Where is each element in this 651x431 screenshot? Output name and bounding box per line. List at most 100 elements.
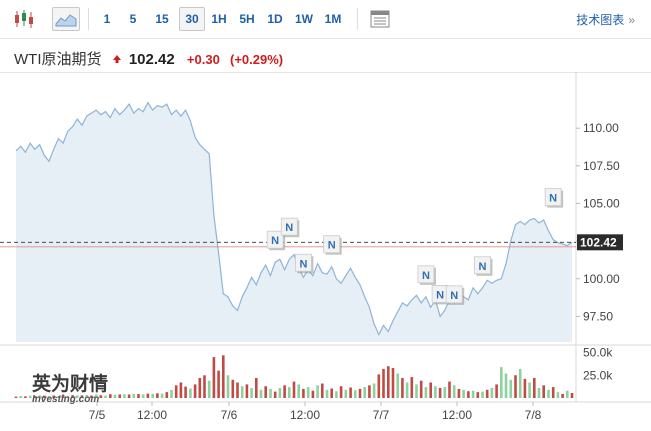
chart-toolbar: 1 5 15 30 1H 5H 1D 1W 1M 技术图表»: [0, 0, 651, 40]
news-marker[interactable]: N: [295, 253, 314, 274]
volume-bar: [127, 394, 131, 398]
news-marker[interactable]: N: [280, 217, 300, 238]
volume-bar: [273, 391, 277, 398]
volume-bar: [259, 389, 263, 398]
news-marker[interactable]: N: [417, 265, 436, 285]
volume-bar: [302, 388, 305, 398]
volume-bar: [250, 388, 253, 398]
volume-bar: [203, 375, 206, 398]
volume-bar: [514, 375, 517, 398]
volume-bar: [47, 396, 51, 398]
volume-bar: [141, 394, 145, 398]
volume-bar: [429, 382, 432, 398]
volume-bar: [118, 394, 121, 398]
volume-bar: [80, 395, 84, 398]
volume-bar: [71, 395, 74, 398]
volume-bar: [358, 388, 362, 398]
period-1m[interactable]: 1M: [324, 12, 342, 26]
period-1[interactable]: 1: [103, 12, 111, 26]
volume-bar: [189, 388, 192, 398]
volume-bar: [43, 395, 46, 398]
x-tick-label: 12:00: [137, 408, 167, 422]
toolbar-divider: [88, 8, 89, 30]
volume-bar: [283, 385, 286, 398]
volume-bar: [410, 377, 414, 398]
volume-bar: [354, 390, 357, 398]
news-marker-label: N: [436, 289, 444, 301]
volume-bar: [401, 378, 404, 398]
volume-bar: [339, 386, 343, 398]
price-area-fill: [16, 102, 572, 342]
volume-bar: [306, 387, 310, 398]
volume-bar: [471, 390, 475, 398]
last-price: 102.42: [128, 51, 175, 68]
volume-bar: [52, 395, 55, 398]
news-marker[interactable]: N: [544, 188, 564, 208]
candlestick-icon[interactable]: [12, 8, 36, 30]
volume-bar: [160, 393, 164, 398]
tech-chart-link[interactable]: 技术图表»: [576, 11, 635, 28]
instrument-name: WTI原油期货: [14, 51, 102, 68]
x-tick-label: 7/6: [221, 408, 238, 422]
period-30[interactable]: 30: [179, 7, 205, 31]
price-change: +0.30: [186, 52, 220, 67]
period-1h[interactable]: 1H: [211, 12, 227, 26]
news-marker[interactable]: N: [474, 256, 493, 276]
volume-bar: [363, 387, 366, 398]
chevron-right-icon: »: [628, 13, 635, 27]
quote-header: WTI原油期货 102.42 +0.30 (+0.29%): [14, 48, 283, 69]
volume-bar: [226, 375, 230, 398]
x-tick-label: 7/7: [373, 408, 390, 422]
period-15[interactable]: 15: [155, 12, 169, 26]
volume-bar: [292, 381, 296, 398]
volume-bar: [504, 373, 508, 398]
volume-bar: [146, 393, 150, 398]
volume-bar: [24, 396, 27, 398]
volume-bar: [90, 395, 93, 398]
volume-bar: [85, 395, 88, 398]
volume-bar: [462, 389, 465, 398]
volume-bar: [236, 382, 239, 398]
y-tick-label: 100.00: [583, 272, 620, 286]
volume-bar: [151, 393, 154, 398]
area-chart-icon[interactable]: [52, 7, 80, 31]
news-marker-label: N: [285, 222, 293, 234]
volume-bar: [419, 380, 423, 398]
volume-bar: [165, 392, 169, 398]
volume-bar: [415, 384, 418, 398]
volume-bar: [368, 385, 371, 398]
price-change-percent: (+0.29%): [229, 52, 284, 67]
y-tick-label: 107.50: [583, 159, 620, 173]
volume-tick-label: 25.0k: [583, 368, 613, 382]
news-marker-label: N: [299, 258, 307, 270]
volume-bar: [222, 355, 225, 398]
toolbar-divider-line: [0, 38, 651, 39]
news-marker-label: N: [328, 240, 336, 252]
volume-bar: [297, 384, 300, 398]
volume-bar: [174, 385, 178, 398]
news-marker[interactable]: N: [445, 285, 465, 305]
period-1w[interactable]: 1W: [295, 12, 313, 26]
volume-bar: [349, 387, 352, 398]
volume-bar: [467, 391, 470, 398]
news-marker[interactable]: N: [266, 230, 286, 251]
table-icon[interactable]: [368, 8, 392, 30]
volume-bar: [316, 385, 319, 398]
volume-bar: [396, 373, 399, 398]
volume-bar: [61, 394, 65, 398]
volume-bar: [452, 385, 456, 398]
volume-bar: [481, 391, 484, 398]
price-chart[interactable]: 110.00107.50105.00102.50100.0097.507/512…: [0, 72, 651, 431]
volume-bar: [476, 392, 480, 398]
volume-bar: [391, 368, 395, 398]
volume-bar: [523, 378, 527, 398]
period-1d[interactable]: 1D: [267, 12, 283, 26]
volume-bar: [94, 394, 98, 398]
period-5[interactable]: 5: [129, 12, 137, 26]
volume-bar: [76, 395, 79, 398]
volume-bar: [405, 382, 409, 398]
period-5h[interactable]: 5H: [239, 12, 255, 26]
news-marker[interactable]: N: [323, 235, 342, 255]
volume-bar: [156, 393, 159, 398]
volume-bar: [57, 396, 60, 398]
